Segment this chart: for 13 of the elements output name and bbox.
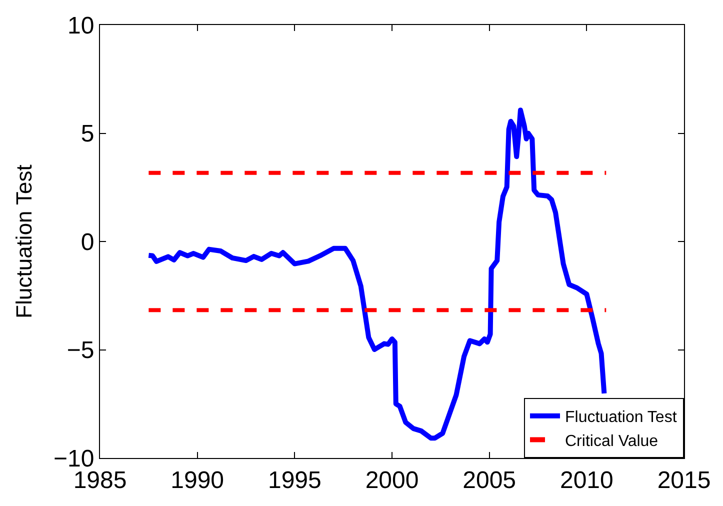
y-tick-label: 10 — [67, 12, 94, 40]
y-axis-title: Fluctuation Test — [11, 164, 36, 318]
x-tick-label: 2005 — [462, 466, 516, 494]
y-tick-label: 5 — [80, 120, 94, 148]
legend-label: Critical Value — [565, 432, 658, 450]
legend-label: Fluctuation Test — [565, 409, 678, 426]
x-tick-label: 1995 — [268, 466, 322, 494]
y-tick-label: −5 — [66, 337, 94, 364]
x-tick-label: 2010 — [560, 466, 614, 494]
x-tick-label: 1990 — [170, 466, 224, 494]
x-tick-label: 2015 — [657, 466, 711, 494]
x-tick-label: 2000 — [365, 466, 419, 494]
y-tick-label: 0 — [80, 228, 94, 256]
